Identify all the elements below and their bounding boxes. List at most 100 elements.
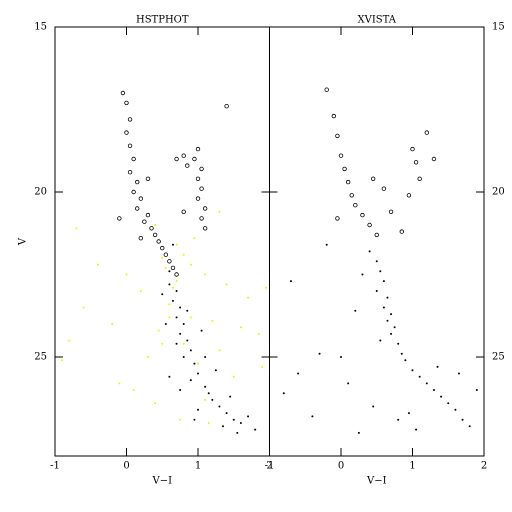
star-point [454,408,457,411]
star-point [189,349,192,352]
star-point [161,293,164,296]
x-tick-label: 2 [266,461,272,472]
star-point [381,186,387,191]
panel-title: HSTPHOT [136,15,189,26]
star-point [424,130,429,135]
star-point [353,202,358,208]
star-point [179,332,182,335]
star-point [347,382,350,385]
star-point [156,239,161,244]
star-point [324,87,329,92]
star-point [142,219,147,224]
star-point [154,402,157,405]
star-point [204,385,207,388]
star-point [82,306,85,309]
star-point [257,332,260,335]
star-point [197,408,199,411]
star-point [117,216,122,221]
star-point [179,306,182,309]
star-point [413,160,419,165]
star-point [189,316,192,319]
star-point [168,270,171,273]
x-tick-label: -1 [50,461,60,472]
star-point [432,389,435,391]
star-point [407,412,410,415]
star-point [218,349,221,352]
star-point [239,326,242,329]
star-point [193,237,196,240]
y-tick-label: 25 [34,352,47,363]
star-point [475,389,478,391]
star-point [160,245,165,251]
star-point [311,415,314,418]
star-point [175,316,178,319]
star-point [375,260,378,263]
star-point [247,415,250,418]
star-point [175,290,178,292]
star-point [204,356,207,358]
star-point [204,273,207,276]
star-point [440,395,443,398]
star-point [406,193,412,198]
star-point [207,422,210,424]
star-point [418,375,421,378]
star-point [182,356,185,358]
star-point [417,176,422,181]
star-point [111,323,114,325]
star-point [374,232,379,238]
star-point [247,296,250,299]
star-point [342,166,347,172]
star-point [354,309,357,312]
star-point [197,372,199,375]
star-point [179,418,182,421]
star-point [127,143,133,148]
star-point [149,226,154,231]
panel-frame [269,26,485,457]
star-point [132,389,135,391]
star-point [367,222,372,228]
star-point [135,206,140,211]
star-point [211,398,214,401]
star-point [195,176,201,181]
star-point [411,369,414,372]
star-point [186,339,189,342]
star-point [225,283,228,286]
star-point [345,179,351,185]
star-point [335,133,340,139]
star-point [239,422,242,424]
star-point [68,339,71,342]
star-point [171,243,174,246]
star-point [182,342,185,345]
star-point [289,280,292,283]
star-point [135,179,140,185]
star-point [388,209,394,214]
star-point [161,342,164,345]
star-point [202,206,208,211]
star-point [390,332,393,335]
star-point [168,375,171,378]
star-point [211,319,214,322]
star-point [436,365,439,368]
x-axis-label: V−I [151,476,172,487]
star-point [222,425,225,428]
star-point [297,372,300,375]
star-point [170,265,176,271]
star-point [207,392,210,395]
y-tick-label: 25 [492,352,505,363]
star-point [182,323,185,325]
y-tick-label: 20 [492,187,505,198]
star-point [397,418,400,421]
star-point [379,270,382,273]
star-point [360,212,365,218]
star-point [145,176,151,181]
star-point [179,389,182,391]
star-point [214,369,217,372]
star-point [218,405,221,408]
star-point [400,352,403,355]
star-point [386,319,389,322]
star-point [174,156,179,162]
star-point [397,342,400,345]
star-point [127,169,133,175]
star-point [124,100,129,106]
